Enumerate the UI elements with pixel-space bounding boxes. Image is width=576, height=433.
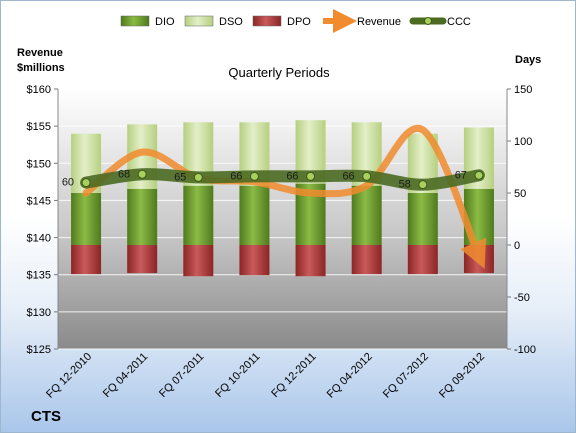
legend-label-dpo: DPO xyxy=(287,16,311,28)
ccc-data-label: 68 xyxy=(118,168,130,180)
bar-dio xyxy=(351,185,382,245)
legend-swatch-dso xyxy=(184,15,214,27)
left-tick-label: $135 xyxy=(27,270,51,282)
ccc-data-label: 60 xyxy=(62,177,74,189)
ccc-data-label: 58 xyxy=(399,179,411,191)
ccc-data-label: 66 xyxy=(342,170,354,182)
x-tick-label: FQ 04-2012 xyxy=(325,351,375,401)
right-tick-label: 100 xyxy=(514,136,532,148)
ccc-line xyxy=(80,168,485,191)
plot-area xyxy=(58,89,507,349)
left-tick-label: $140 xyxy=(27,233,51,245)
ccc-point xyxy=(137,169,147,179)
left-tick-label: $125 xyxy=(27,344,51,356)
ccc-point xyxy=(193,172,203,182)
legend: DIO DSO DPO Revenue CCC xyxy=(120,9,471,33)
x-tick-label: FQ 07-2012 xyxy=(381,351,431,401)
x-tick-label: FQ 09-2012 xyxy=(437,351,487,401)
legend-ccc-marker xyxy=(424,17,432,25)
left-tick-label: $160 xyxy=(27,84,51,96)
bar-dpo xyxy=(239,245,270,276)
ccc-point xyxy=(249,171,259,181)
x-tick-label: FQ 07-2011 xyxy=(157,351,206,400)
left-tick-label: $155 xyxy=(27,121,51,133)
bar-dio xyxy=(407,193,438,245)
ccc-point xyxy=(81,178,91,188)
bar-dio xyxy=(71,193,102,245)
x-tick-label: FQ 04-2011 xyxy=(101,351,150,400)
ccc-data-label: 67 xyxy=(455,169,467,181)
right-axis-title: Days xyxy=(515,54,541,66)
bar-dpo xyxy=(183,245,214,277)
left-axis-title-line2: $millions xyxy=(17,62,65,74)
legend-label-dso: DSO xyxy=(219,16,243,28)
legend-label-revenue: Revenue xyxy=(357,16,401,28)
bar-dpo xyxy=(351,245,382,275)
ccc-point xyxy=(306,171,316,181)
left-axis-title-line1: Revenue xyxy=(17,47,63,59)
legend-label-ccc: CCC xyxy=(447,16,471,28)
right-tick-label: 50 xyxy=(514,188,526,200)
bar-dio xyxy=(127,188,158,245)
legend-swatch-dpo xyxy=(252,15,282,27)
legend-swatch-dio xyxy=(120,15,150,27)
bar-dio xyxy=(239,185,270,245)
ccc-data-label: 65 xyxy=(174,171,186,183)
revenue-line xyxy=(82,124,487,269)
bar-dpo xyxy=(71,245,102,275)
ccc-point xyxy=(418,180,428,190)
ccc-point xyxy=(474,170,484,180)
x-tick-label: FQ 12-2011 xyxy=(269,351,318,400)
right-tick-label: -100 xyxy=(514,344,536,356)
legend-label-dio: DIO xyxy=(155,16,175,28)
ccc-point xyxy=(362,171,372,181)
chart-subtitle: Quarterly Periods xyxy=(228,65,330,80)
bar-dpo xyxy=(295,245,326,277)
bar-dpo xyxy=(127,245,158,274)
x-tick-label: FQ 10-2011 xyxy=(213,351,262,400)
x-tick-label: FQ 12-2010 xyxy=(44,351,94,401)
lines xyxy=(80,124,487,269)
left-tick-label: $145 xyxy=(27,195,51,207)
left-tick-label: $130 xyxy=(27,307,51,319)
ccc-data-label: 66 xyxy=(286,170,298,182)
right-tick-label: 150 xyxy=(514,84,532,96)
left-tick-label: $150 xyxy=(27,158,51,170)
right-tick-label: 0 xyxy=(514,240,520,252)
ccc-data-label: 66 xyxy=(230,170,242,182)
right-tick-label: -50 xyxy=(514,292,530,304)
bar-dpo xyxy=(407,245,438,275)
bar-dio xyxy=(183,185,214,245)
company-name: CTS xyxy=(31,408,61,425)
